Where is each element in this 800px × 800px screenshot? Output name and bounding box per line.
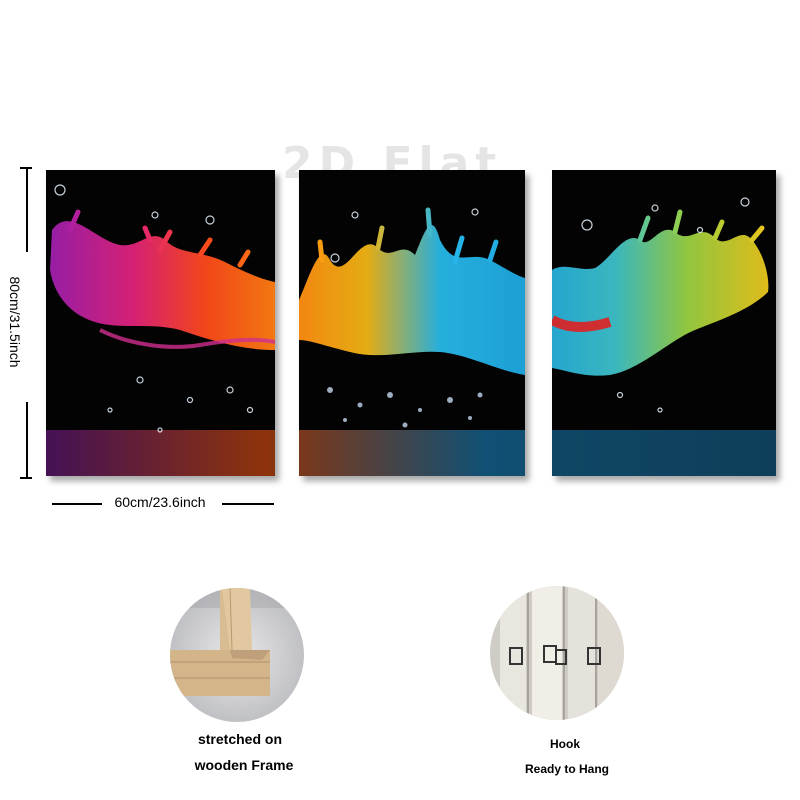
canvas-panel-right: [552, 170, 776, 476]
width-line-left: [52, 503, 102, 505]
wooden-frame-icon: [170, 588, 304, 722]
height-bottom-tick: [20, 477, 32, 479]
feature-hook-line1: Hook: [550, 737, 580, 751]
height-line-top: [26, 168, 28, 252]
hook-icon: [490, 586, 624, 720]
splash-artwork-middle: [299, 207, 525, 476]
canvas-panel-middle: [299, 170, 525, 476]
splash-artwork-left: [46, 184, 275, 476]
wooden-frame-photo: [170, 588, 304, 722]
width-dimension-label: 60cm/23.6inch: [114, 494, 206, 510]
width-line-right: [222, 503, 274, 505]
hook-photo: [490, 586, 624, 720]
feature-frame-line1: stretched on: [197, 731, 282, 747]
height-dimension-label: 80cm/31.5inch: [7, 276, 23, 368]
feature-hook-line2: Ready to Hang: [524, 762, 609, 776]
canvas-panel-left: [46, 170, 275, 476]
height-line-bottom: [26, 402, 28, 478]
feature-frame-line2: wooden Frame: [194, 757, 294, 773]
splash-artwork-right: [552, 197, 776, 476]
height-top-tick: [20, 167, 32, 169]
